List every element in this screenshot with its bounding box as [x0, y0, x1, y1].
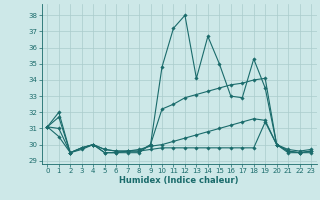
X-axis label: Humidex (Indice chaleur): Humidex (Indice chaleur) [119, 176, 239, 185]
